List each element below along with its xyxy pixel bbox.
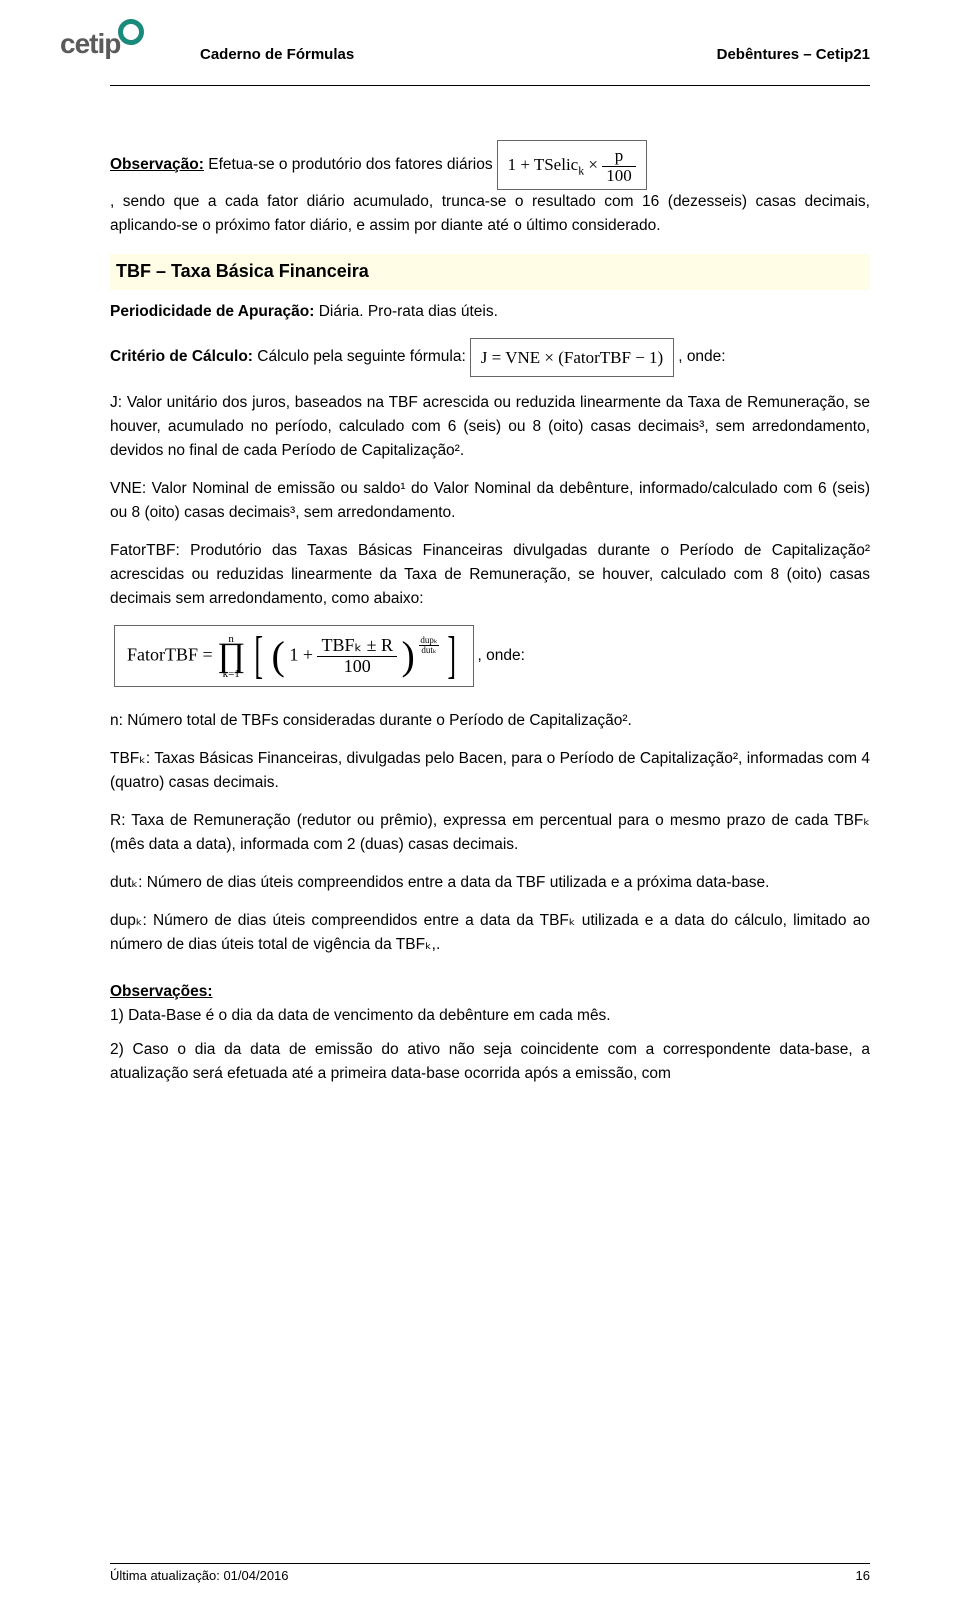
vne-definition: VNE: Valor Nominal de emissão ou saldo¹ … bbox=[110, 477, 870, 525]
left-paren-icon: ( bbox=[272, 646, 285, 666]
page-content: Observação: Efetua-se o produtório dos f… bbox=[110, 140, 870, 1086]
criterio-label: Critério de Cálculo: bbox=[110, 348, 253, 365]
section-title-tbf: TBF – Taxa Básica Financeira bbox=[110, 254, 870, 290]
dutk-definition: dutₖ: Número de dias úteis compreendidos… bbox=[110, 871, 870, 895]
factor-formula-box: FatorTBF = n ∏ k=1 [ ( 1 + TBFₖ ± R 100 … bbox=[114, 625, 474, 688]
j-definition: J: Valor unitário dos juros, baseados na… bbox=[110, 391, 870, 463]
header-rule bbox=[110, 85, 870, 86]
factor-formula-row: FatorTBF = n ∏ k=1 [ ( 1 + TBFₖ ± R 100 … bbox=[110, 625, 870, 688]
formula-sub: k bbox=[578, 163, 584, 177]
criterio-line: Critério de Cálculo: Cálculo pela seguin… bbox=[110, 338, 870, 376]
n-definition: n: Número total de TBFs consideradas dur… bbox=[110, 709, 870, 733]
formula-prefix: 1 + TSelic bbox=[508, 155, 579, 174]
right-paren-icon: ) bbox=[402, 646, 415, 666]
header-bar: Caderno de Fórmulas Debêntures – Cetip21 bbox=[200, 46, 870, 63]
left-bracket-icon: [ bbox=[254, 643, 263, 669]
header-left: Caderno de Fórmulas bbox=[200, 46, 354, 63]
inner-den: 100 bbox=[317, 657, 397, 677]
observacoes-title: Observações: bbox=[110, 980, 870, 1004]
periodicidade-label: Periodicidade de Apuração: bbox=[110, 303, 314, 320]
r-definition: R: Taxa de Remuneração (redutor ou prêmi… bbox=[110, 809, 870, 857]
inner-fraction: TBFₖ ± R 100 bbox=[317, 636, 397, 677]
header-right: Debêntures – Cetip21 bbox=[717, 46, 870, 63]
observacoes-item2: 2) Caso o dia da data de emissão do ativ… bbox=[110, 1038, 870, 1086]
page-footer: Última atualização: 01/04/2016 16 bbox=[110, 1563, 870, 1583]
prod-top: n bbox=[217, 631, 245, 648]
inline-formula-tselic: 1 + TSelick × p 100 bbox=[497, 140, 647, 190]
observation-block: Observação: Efetua-se o produtório dos f… bbox=[110, 140, 870, 238]
prod-bot: k=1 bbox=[217, 666, 245, 683]
formula-den: 100 bbox=[602, 167, 636, 186]
tbfk-definition: TBFₖ: Taxas Básicas Financeiras, divulga… bbox=[110, 747, 870, 795]
inner-num: TBFₖ ± R bbox=[317, 636, 397, 657]
exponent-fraction: dupₖ dutₖ bbox=[419, 636, 438, 655]
dupk-definition: dupₖ: Número de dias úteis compreendidos… bbox=[110, 909, 870, 957]
fator-definition: FatorTBF: Produtório das Taxas Básicas F… bbox=[110, 539, 870, 611]
logo-ring-icon bbox=[118, 19, 144, 45]
observation-label: Observação: bbox=[110, 156, 204, 173]
footer-date: Última atualização: 01/04/2016 bbox=[110, 1568, 289, 1583]
formula-num: p bbox=[602, 147, 636, 167]
criterio-lead: Cálculo pela seguinte fórmula: bbox=[253, 348, 466, 365]
logo-text: cetip bbox=[60, 28, 120, 60]
formula-times: × bbox=[588, 155, 598, 174]
periodicidade-value: Diária. Pro-rata dias úteis. bbox=[314, 303, 498, 320]
observacoes-block: Observações: 1) Data-Base é o dia da dat… bbox=[110, 980, 870, 1086]
criterio-formula: J = VNE × (FatorTBF − 1) bbox=[470, 338, 674, 376]
observation-trail: , sendo que a cada fator diário acumulad… bbox=[110, 190, 870, 238]
observacoes-item1: 1) Data-Base é o dia da data de vencimen… bbox=[110, 1004, 870, 1028]
inner-prefix: 1 + bbox=[289, 644, 313, 664]
brand-logo: cetip bbox=[60, 28, 144, 60]
factor-lhs: FatorTBF = bbox=[127, 644, 213, 664]
product-symbol: n ∏ k=1 bbox=[217, 641, 245, 672]
observation-lead: Efetua-se o produtório dos fatores diári… bbox=[208, 156, 492, 173]
periodicidade-line: Periodicidade de Apuração: Diária. Pro-r… bbox=[110, 300, 870, 324]
footer-page-number: 16 bbox=[856, 1568, 870, 1583]
right-bracket-icon: ] bbox=[448, 643, 457, 669]
exp-den: dutₖ bbox=[419, 646, 438, 655]
onde-after: , onde: bbox=[478, 644, 525, 668]
criterio-onde: , onde: bbox=[678, 345, 725, 369]
